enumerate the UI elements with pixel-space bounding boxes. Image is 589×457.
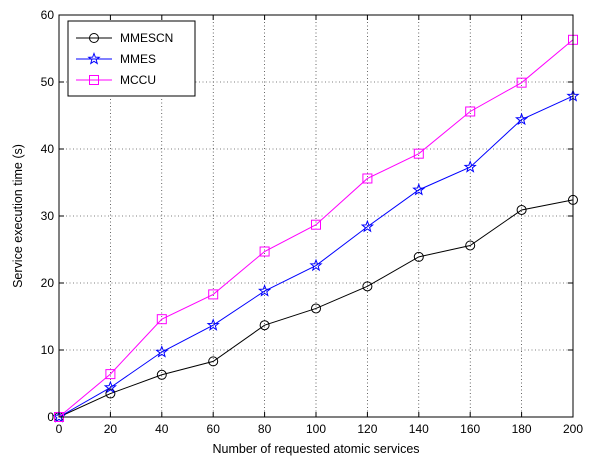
data-point-mccu <box>156 314 167 325</box>
data-point-mmescn <box>208 356 219 367</box>
data-point-mccu <box>413 148 424 159</box>
data-point-mccu <box>516 77 527 88</box>
data-point-mccu <box>259 246 270 257</box>
x-tick-label: 100 <box>306 422 326 436</box>
legend-marker-mmescn <box>89 33 99 43</box>
y-tick-label: 10 <box>41 343 55 357</box>
x-tick-label: 140 <box>409 422 429 436</box>
series-mmes <box>52 89 580 423</box>
data-point-mmes <box>360 219 374 233</box>
series-line-mmes <box>58 95 574 418</box>
data-point-mccu <box>465 106 476 117</box>
data-point-mmescn <box>465 240 476 251</box>
y-tick-label: 20 <box>41 276 55 290</box>
series-layer <box>52 34 580 423</box>
x-tick-label: 120 <box>357 422 377 436</box>
x-axis-label: Number of requested atomic services <box>212 442 419 456</box>
y-tick-label: 0 <box>47 410 54 424</box>
x-tick-label: 20 <box>104 422 118 436</box>
data-point-mmescn <box>516 204 527 215</box>
legend: MMESCN MMES MCCU <box>67 20 196 97</box>
data-point-mmes <box>309 258 323 272</box>
data-point-mmescn <box>362 281 373 292</box>
data-point-mmes <box>52 410 66 423</box>
y-tick-label: 30 <box>41 209 55 223</box>
data-point-mmescn <box>259 320 270 331</box>
data-point-mccu <box>362 173 373 184</box>
data-point-mmescn <box>105 388 116 399</box>
legend-marker-mmes <box>87 52 101 65</box>
data-point-mmes <box>103 380 117 394</box>
data-point-mmescn <box>311 303 321 314</box>
x-tick-label: 80 <box>258 422 272 436</box>
data-point-mmes <box>155 345 169 358</box>
data-point-mccu <box>311 219 321 230</box>
data-point-mmescn <box>413 251 424 262</box>
series-line-mmescn <box>58 199 574 418</box>
data-point-mmes <box>258 284 272 297</box>
x-tick-label: 0 <box>56 422 63 436</box>
data-point-mmes <box>206 318 220 331</box>
x-tick-label: 40 <box>155 422 169 436</box>
axis-ticks: 0 20 40 60 80 100 120 140 160 180 200 0 10 20 30 40 50 60 <box>41 8 584 436</box>
series-mccu <box>54 34 578 422</box>
legend-label-mccu: MCCU <box>120 73 156 87</box>
x-tick-label: 200 <box>563 422 583 436</box>
x-tick-label: 160 <box>460 422 480 436</box>
legend-label-mmescn: MMESCN <box>120 31 173 45</box>
data-point-mmes <box>515 112 529 126</box>
y-tick-label: 50 <box>41 75 55 89</box>
legend-label-mmes: MMES <box>120 52 156 66</box>
y-axis-label: Service execution time (s) <box>11 144 25 288</box>
data-point-mmescn <box>156 369 167 380</box>
y-tick-label: 40 <box>41 142 55 156</box>
series-line-mccu <box>58 39 574 418</box>
data-point-mmes <box>412 182 426 196</box>
y-tick-label: 60 <box>41 8 55 22</box>
x-tick-label: 180 <box>512 422 532 436</box>
data-point-mccu <box>105 369 116 380</box>
data-point-mccu <box>208 289 219 300</box>
legend-marker-mccu <box>89 75 99 85</box>
x-tick-label: 60 <box>207 422 221 436</box>
data-point-mmes <box>463 160 477 173</box>
